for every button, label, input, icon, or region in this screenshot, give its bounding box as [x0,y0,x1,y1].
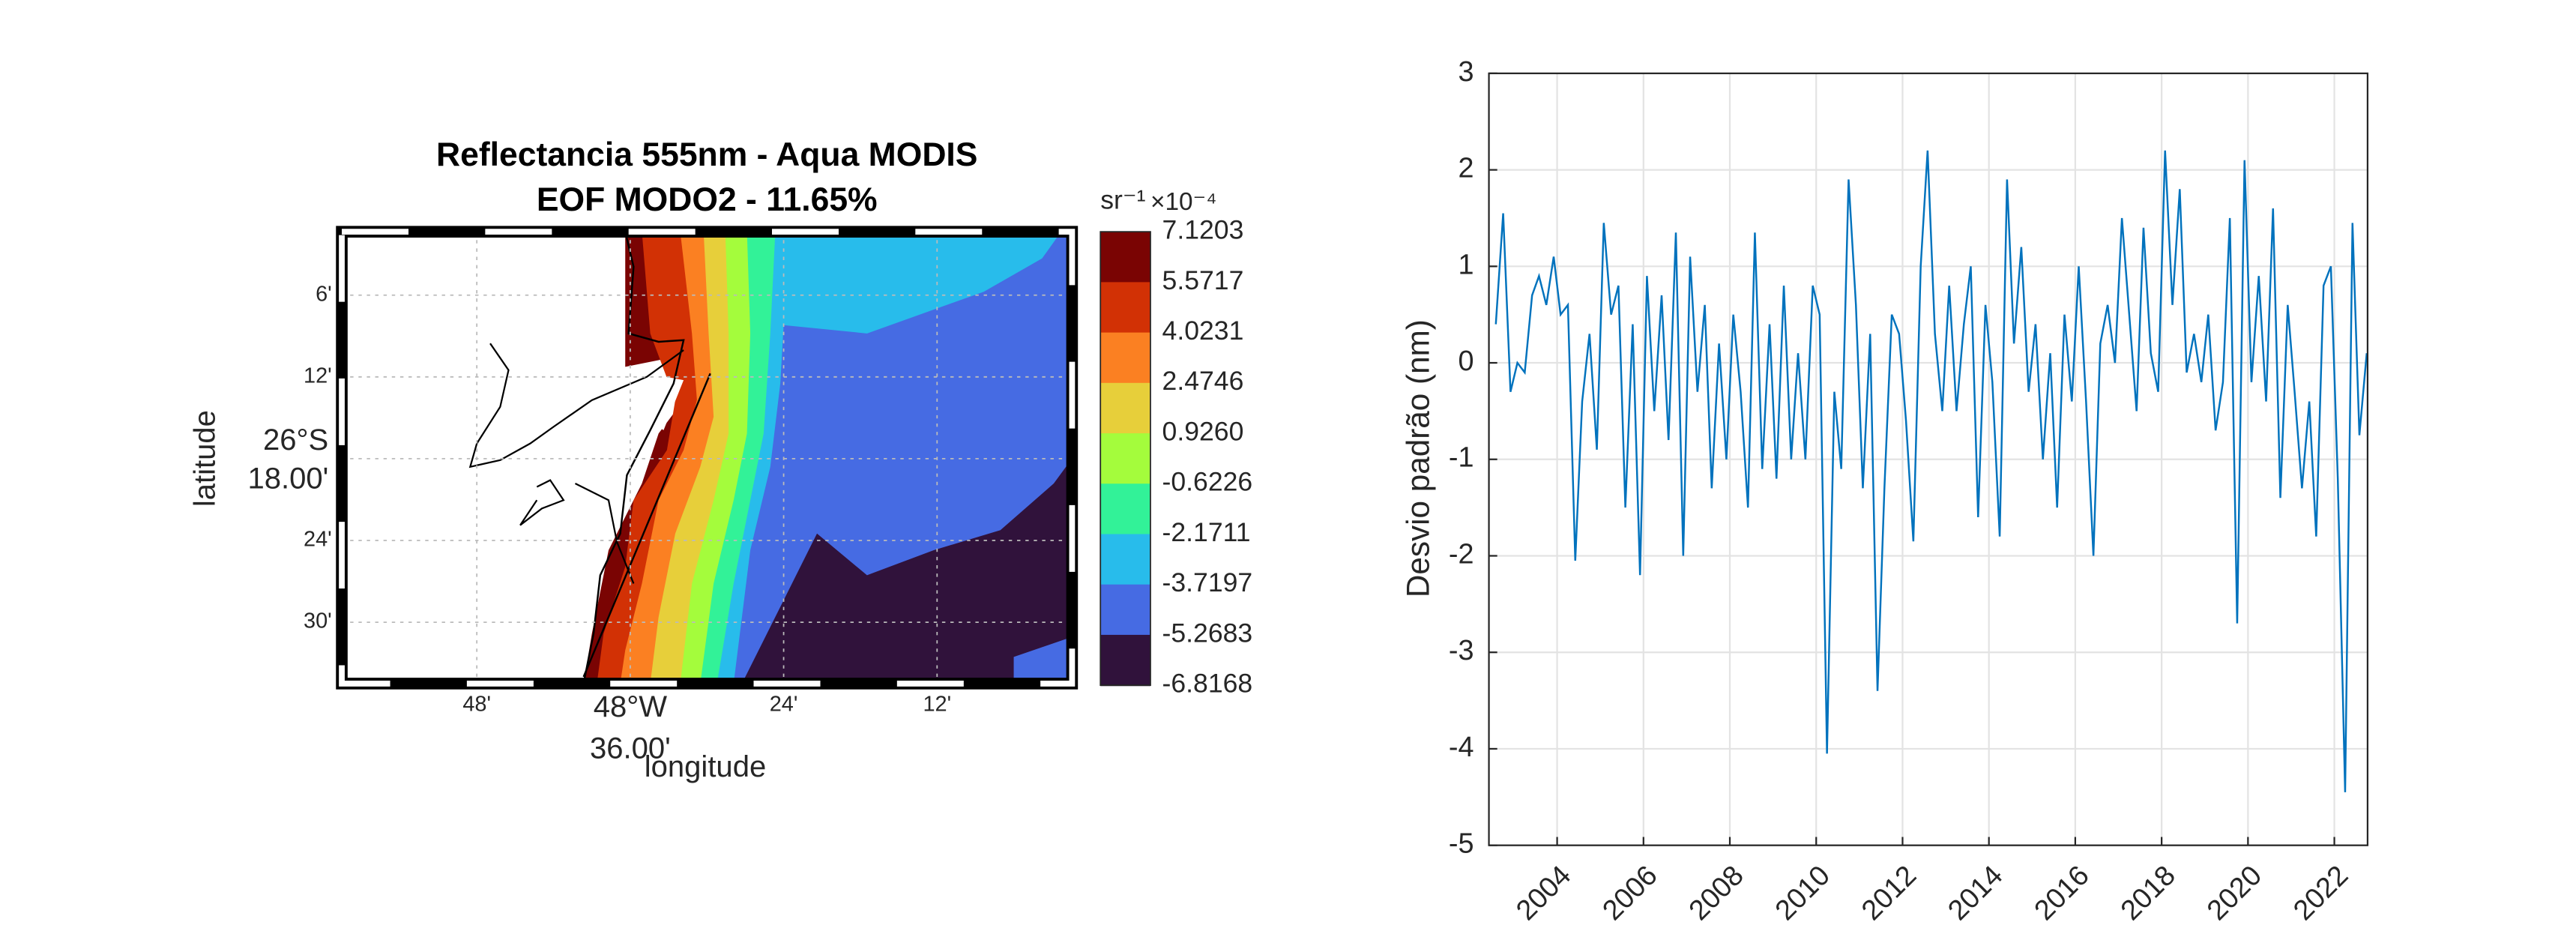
colorbar-segment [1100,534,1150,585]
chart-title: EOF MODO2 - 11.65% [537,181,878,218]
chart-title: Reflectancia 555nm - Aqua MODIS [436,136,977,173]
y-tick-label: 0 [1459,346,1474,377]
x-tick-label: 12' [923,692,951,716]
y-axis-label: latitude [188,410,221,507]
y-tick-label: -2 [1449,538,1474,570]
colorbar-tick-label: 0.9260 [1162,416,1244,446]
y-tick-label: -1 [1449,442,1474,474]
y-tick-label: 30' [304,609,332,633]
y-tick-label: 6' [316,282,332,306]
colorbar-tick-label: 2.4746 [1162,366,1244,396]
colorbar-segment [1100,382,1150,435]
colorbar-tick-label: -6.8168 [1162,669,1253,699]
map-frame [336,226,1079,690]
y-tick-label: -4 [1449,732,1474,763]
plot-frame [1488,72,2369,846]
y-tick-label: 3 [1459,56,1474,88]
colorbar-segment [1100,232,1150,283]
colorbar-frame [1100,231,1151,687]
contour-band [741,458,1073,684]
colorbar-segment [1100,332,1150,384]
coastline [468,343,684,584]
transect [582,373,711,678]
colorbar-segment [1100,483,1150,535]
colorbar-segment [1100,634,1150,687]
colorbar-tick-label: -2.1711 [1162,517,1251,547]
x-tick-label: 48°W [594,690,668,723]
data-line [1494,150,2368,792]
y-tick-label: 26°S [263,424,328,457]
land [630,370,684,430]
y-tick-label: 12' [304,364,332,388]
colorbar-tick-label: 4.0231 [1162,316,1244,346]
y-tick-label: -5 [1449,828,1474,860]
colorbar-tick-label: 5.5717 [1162,265,1244,295]
colorbar-tick-label: -0.6226 [1162,467,1253,497]
colorbar-tick-label: -5.2683 [1162,618,1253,648]
colorbar-segment [1100,282,1150,334]
y-axis-label: Desvio padrão (nm) [1401,319,1436,597]
x-axis-label: longitude [645,750,766,783]
colorbar-scale: ×10⁻⁴ [1150,188,1217,216]
colorbar-segment [1100,584,1150,636]
x-tick-label: 24' [770,692,798,716]
x-tick-label: 36.00' [590,732,671,765]
y-tick-label: 24' [304,528,332,552]
y-tick-label: 1 [1459,249,1474,280]
y-tick-label: 2 [1459,153,1474,184]
colorbar-tick-label: -3.7197 [1162,567,1253,597]
colorbar-label: sr⁻¹ [1100,185,1145,215]
colorbar-segment [1100,433,1150,485]
colorbar-tick-label: 7.1203 [1162,215,1244,245]
y-tick-label: -3 [1449,635,1474,666]
y-tick-label: 18.00' [247,462,328,495]
x-tick-label: 48' [462,692,491,716]
coastline [582,231,685,684]
